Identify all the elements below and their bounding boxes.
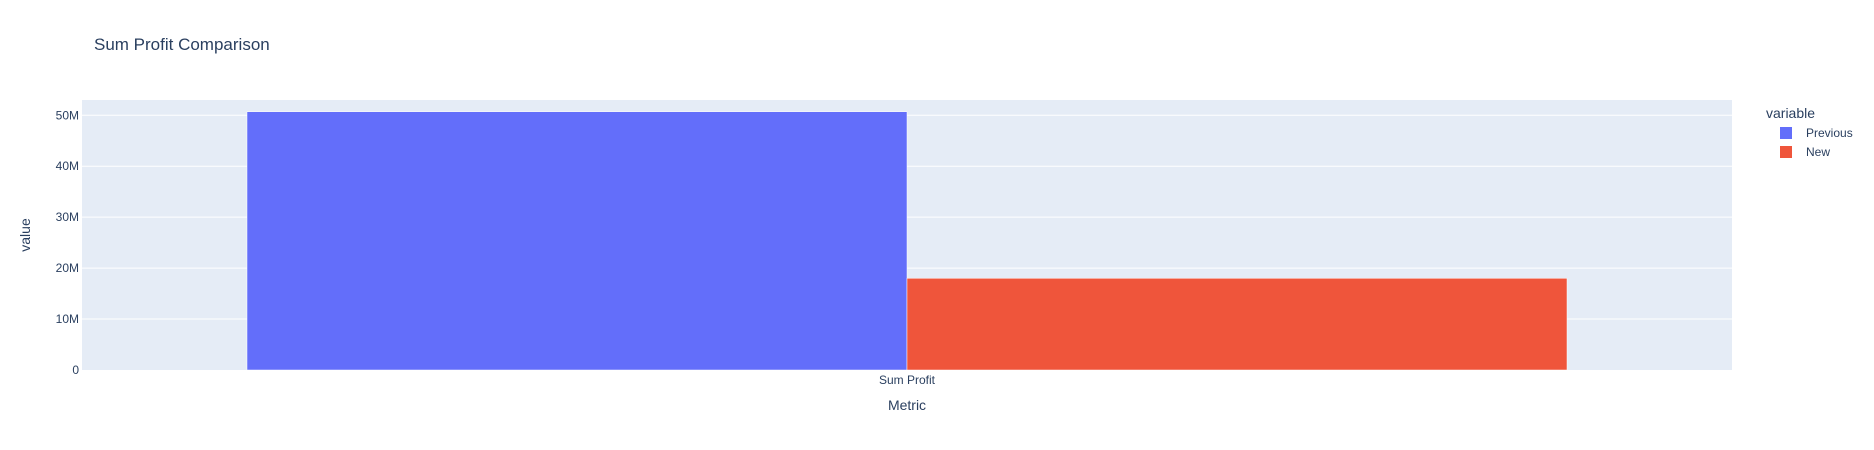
y-axis-label: value [17,218,33,252]
y-tick-label: 40M [56,159,79,173]
legend: variable Previous New [1766,105,1853,159]
legend-label-new[interactable]: New [1806,145,1830,159]
y-tick-label: 20M [56,261,79,275]
chart-title: Sum Profit Comparison [94,35,270,54]
legend-swatch-previous[interactable] [1780,127,1792,139]
bar-new[interactable] [906,278,1568,371]
legend-title: variable [1766,105,1815,121]
bar-previous[interactable] [246,111,908,371]
bars [246,111,1568,371]
y-tick-label: 0 [72,363,79,377]
y-tick-label: 50M [56,108,79,122]
legend-swatch-new[interactable] [1780,146,1792,158]
legend-label-previous[interactable]: Previous [1806,126,1853,140]
x-axis-label: Metric [888,397,926,413]
y-axis-ticks: 0 10M 20M 30M 40M 50M [56,108,80,377]
y-tick-label: 30M [56,210,79,224]
x-tick-label: Sum Profit [879,373,936,387]
x-axis-ticks: Sum Profit [879,373,936,387]
y-tick-label: 10M [56,312,79,326]
